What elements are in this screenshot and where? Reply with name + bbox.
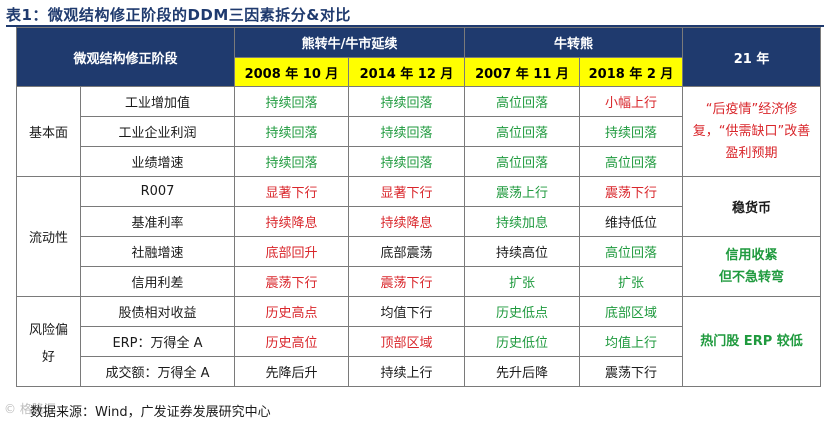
table-cell: 高位回落 [464,116,581,147]
table-cell: 持续回落 [234,116,350,147]
table-cell: 震荡下行 [579,176,684,207]
table-cell: 震荡上行 [464,176,581,207]
table-cell: 扩张 [579,266,684,297]
category-risk-line1: 风险偏 [28,322,68,338]
table-cell: 顶部区域 [348,326,466,357]
table-cell: 底部震荡 [348,236,466,267]
source-note: 数据来源：Wind，广发证券发展研究中心 [30,405,271,420]
table-cell: 显著下行 [348,176,466,207]
indicator-label: 业绩增速 [79,146,236,177]
period-header: 2018 年 2 月 [579,57,684,87]
note-credit-line2: 但不急转弯 [719,269,785,285]
table-cell: 震荡下行 [234,266,350,297]
indicator-label: 股债相对收益 [79,296,236,327]
table-cell: 先降后升 [234,356,350,387]
indicator-label: 信用利差 [79,266,236,297]
table-cell: 高位回落 [464,146,581,177]
table-cell: 持续回落 [579,116,684,147]
table-cell: 持续回落 [234,146,350,177]
table-cell: 历史低点 [464,296,581,327]
table-cell: 底部区域 [579,296,684,327]
table-cell: 持续高位 [464,236,581,267]
note-liquidity-credit: 信用收紧 但不急转弯 [682,236,822,297]
table-cell: 持续加息 [464,206,581,237]
indicator-label: 基准利率 [79,206,236,237]
period-header: 2008 年 10 月 [234,57,350,87]
header-group-bear: 牛转熊 [464,27,684,58]
ddm-comparison-table: 微观结构修正阶段 熊转牛/牛市延续 牛转熊 21 年 2008 年 10 月 2… [15,27,822,387]
category-liquidity: 流动性 [16,176,81,297]
table-cell: 底部回升 [234,236,350,267]
note-risk: 热门股 ERP 较低 [682,296,822,387]
indicator-label: 成交额：万得全 A [79,356,236,387]
watermark: © 格隆汇 [4,402,56,416]
table-cell: 高位回落 [579,146,684,177]
table-cell: 小幅上行 [579,86,684,117]
indicator-label: 社融增速 [79,236,236,267]
table-cell: 历史高点 [234,296,350,327]
category-risk-line2: 好 [41,349,55,365]
period-header: 2007 年 11 月 [464,57,581,87]
title-rule [6,25,824,27]
table-cell: 高位回落 [464,86,581,117]
indicator-label: ERP：万得全 A [79,326,236,357]
note-liquidity-monetary: 稳货币 [682,176,822,237]
table-cell: 持续上行 [348,356,466,387]
table-cell: 历史高位 [234,326,350,357]
table-cell: 扩张 [464,266,581,297]
note-fundamentals: “后疫情”经济修复，“供需缺口”改善盈利预期 [682,86,822,177]
header-year-21: 21 年 [682,27,822,87]
indicator-label: R007 [79,176,236,207]
table-cell: 显著下行 [234,176,350,207]
category-fundamentals: 基本面 [16,86,81,177]
table-cell: 震荡下行 [579,356,684,387]
table-cell: 历史低位 [464,326,581,357]
table-cell: 持续回落 [348,86,466,117]
table-cell: 持续回落 [348,146,466,177]
category-risk-preference: 风险偏 好 [16,296,81,387]
table-cell: 先升后降 [464,356,581,387]
table-title: 表1：微观结构修正阶段的DDM三因素拆分&对比 [6,6,351,24]
table-cell: 高位回落 [579,236,684,267]
table-cell: 持续降息 [234,206,350,237]
header-corner: 微观结构修正阶段 [15,27,236,87]
table-cell: 均值下行 [348,296,466,327]
table-cell: 持续降息 [348,206,466,237]
table-cell: 震荡下行 [348,266,466,297]
header-group-bull: 熊转牛/牛市延续 [234,27,466,58]
indicator-label: 工业企业利润 [79,116,236,147]
table-cell: 持续回落 [348,116,466,147]
note-credit-line1: 信用收紧 [725,247,778,263]
indicator-label: 工业增加值 [79,86,236,117]
table-cell: 维持低位 [579,206,684,237]
table-cell: 均值上行 [579,326,684,357]
period-header: 2014 年 12 月 [348,57,466,87]
table-cell: 持续回落 [234,86,350,117]
